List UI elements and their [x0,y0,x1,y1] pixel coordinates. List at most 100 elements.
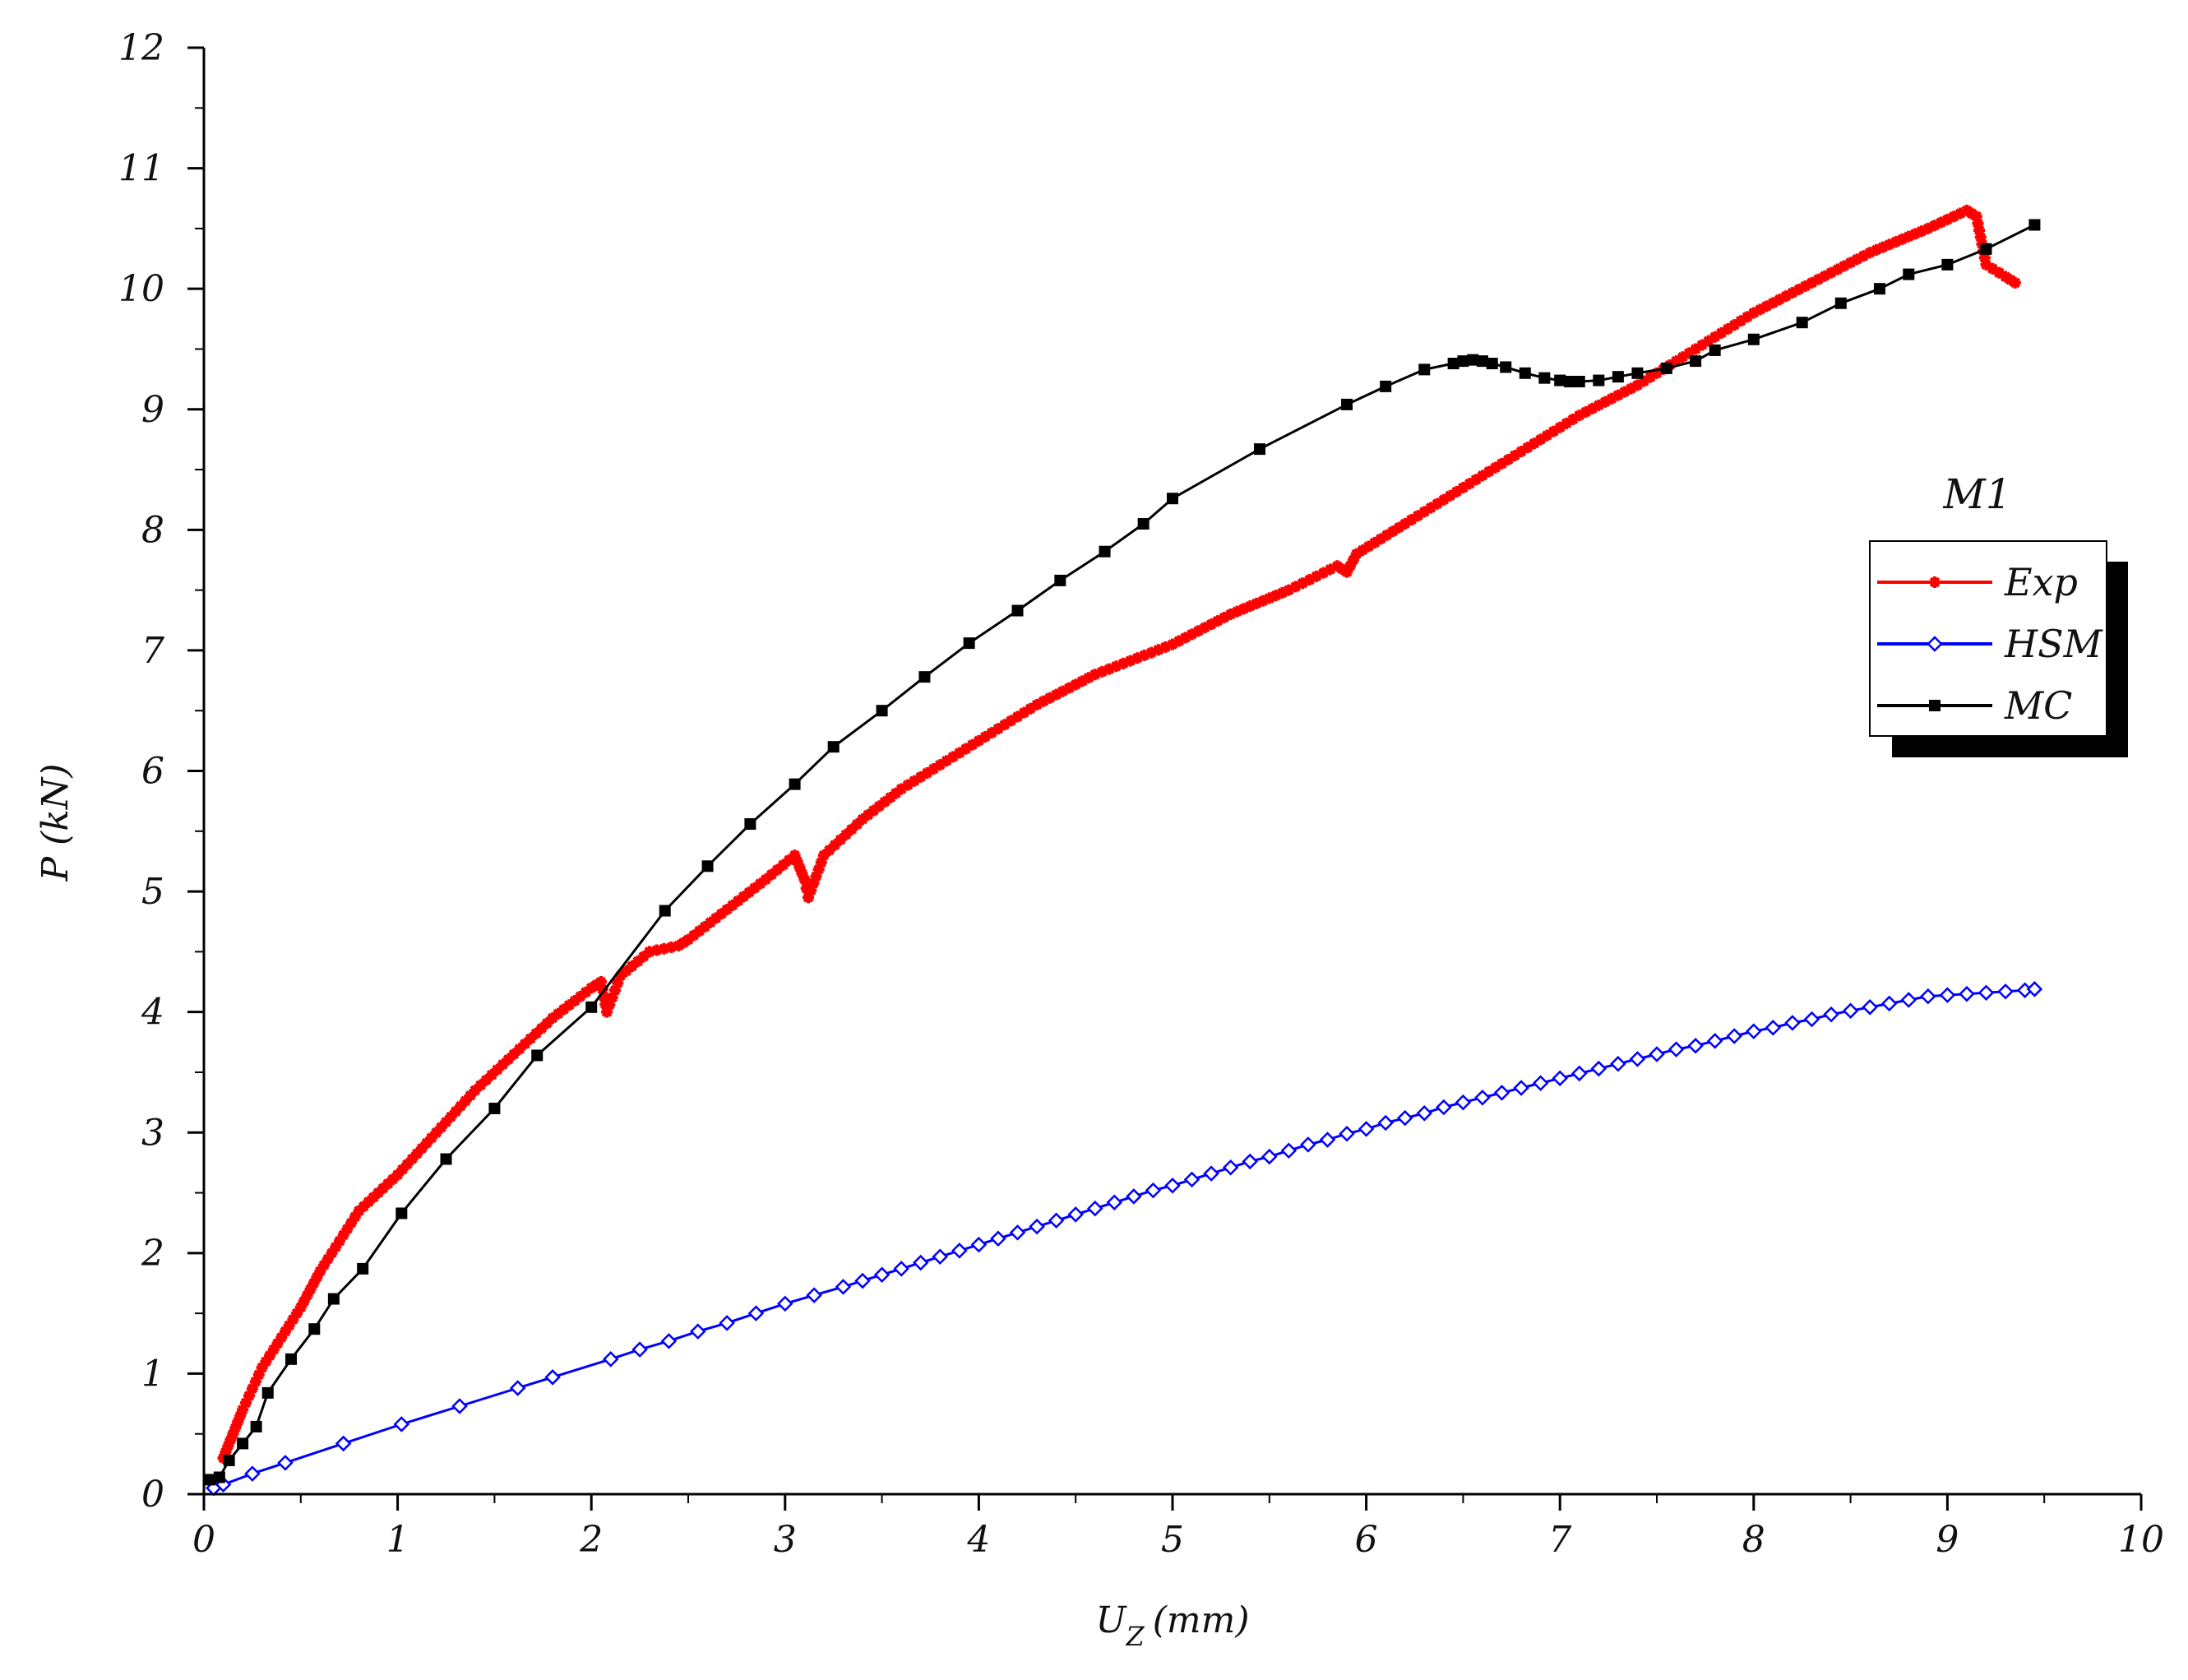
series-exp-point [491,1063,503,1076]
series-exp-point [308,1277,320,1289]
y-tick-label: 7 [141,630,164,672]
series-exp-point [614,970,627,982]
series-hsm-point [1552,1070,1568,1087]
series-exp-point [279,1326,291,1338]
series-hsm-point [1784,1015,1801,1031]
series-exp-point [291,1307,303,1320]
series-mc-point [1418,363,1431,376]
series-exp-point [283,1319,295,1331]
series-exp-point [1502,453,1515,465]
series-exp-point [530,1027,542,1039]
legend-marker-exp [1929,576,1941,588]
series-exp-point [416,1142,428,1155]
series-exp-point [1276,586,1288,599]
series-hsm-point [932,1248,949,1265]
series-hsm-point [806,1287,822,1303]
series-exp-point [973,734,985,747]
series-exp-point [497,1058,509,1071]
series-mc-point [918,671,931,683]
y-tick-label: 12 [118,27,164,69]
series-exp-point [796,868,808,880]
series-exp-point [650,944,663,956]
series-exp-point [1496,457,1508,470]
series-exp-point [1368,536,1381,548]
series-mc-point [1563,376,1575,388]
x-tick-label: 6 [1355,1519,1378,1561]
series-exp-point [1483,465,1495,478]
series-hsm-point [1629,1051,1646,1067]
series-mc-point [585,1001,598,1013]
series-mc-point [1941,258,1954,271]
series-mc-point [1538,372,1551,384]
legend-items: Exp HSM MC [1877,560,2104,728]
series-exp-point [1311,570,1323,582]
series-exp-point [1237,603,1250,615]
series-exp-point [1031,698,1043,710]
series-hsm-point [1242,1153,1259,1170]
series-exp-point [1470,474,1483,486]
series-hsm-point [1920,988,1936,1005]
series-exp-point [1405,514,1418,526]
series-exp-point [1025,702,1037,715]
series-exp-point [264,1349,276,1362]
series-exp-point [486,1069,498,1081]
series-mc-point [250,1420,262,1432]
series-exp-point [851,818,863,831]
series-exp-point [1117,657,1130,669]
series-mc-point [1380,380,1392,392]
series-hsm-point [1086,1200,1103,1217]
series-exp-point [326,1247,338,1259]
series-mc-point [1660,362,1672,374]
series-exp-point [341,1223,354,1235]
series-hsm-point [835,1279,852,1295]
series-exp-point [1851,253,1863,266]
series-exp-point [884,791,896,803]
series-exp-point [502,1053,515,1066]
series-mc-point [308,1323,321,1335]
series-mc-point [1873,283,1885,295]
series-exp-point [1159,641,1172,653]
series-exp-point [857,813,869,826]
series-exp-point [353,1205,365,1217]
series-exp-point [608,984,621,997]
series-hsm-point [1009,1224,1026,1241]
series-exp-point [1883,238,1895,251]
series-exp-point [1677,351,1689,363]
series-hsm-point [1939,987,1956,1003]
series-exp-point [1735,315,1747,327]
series-exp-point [563,999,576,1011]
series-exp-point [1418,506,1431,518]
series-exp-point [1812,273,1825,285]
series-exp-point [1973,224,1986,236]
series-mc-point [744,817,756,830]
series-exp-point [507,1048,520,1060]
series-mc-point [1554,374,1566,386]
series-exp-point [1179,632,1191,644]
series-hsm-point [1436,1099,1452,1116]
series-exp-point [596,983,608,996]
series-exp-point [1399,518,1411,530]
series-exp-point [1599,396,1612,408]
series-exp-point [665,941,678,953]
y-axis-title: P (kN) [35,763,76,882]
series-hsm-point [912,1254,929,1271]
series-exp-point [1974,231,1987,243]
series-exp-point [966,738,978,751]
series-exp-point [220,1446,232,1458]
legend-label-hsm: HSM [2004,622,2104,666]
series-exp-point [232,1416,244,1428]
series-exp-point [474,1079,487,1091]
series-exp-point [1444,489,1456,502]
series-exp-point [1970,211,1982,223]
series-exp-point [1199,622,1211,634]
series-hsm-point [244,1465,261,1482]
series-exp-point [791,855,803,868]
series-exp-point [445,1111,457,1123]
series-exp-point [275,1331,288,1344]
y-tick-label: 3 [141,1112,164,1154]
series-mc-point [261,1386,274,1399]
series-exp-point [606,992,618,1004]
series-mc-point [223,1454,235,1466]
series-exp-point [840,828,852,840]
y-tick-label: 6 [141,751,164,793]
